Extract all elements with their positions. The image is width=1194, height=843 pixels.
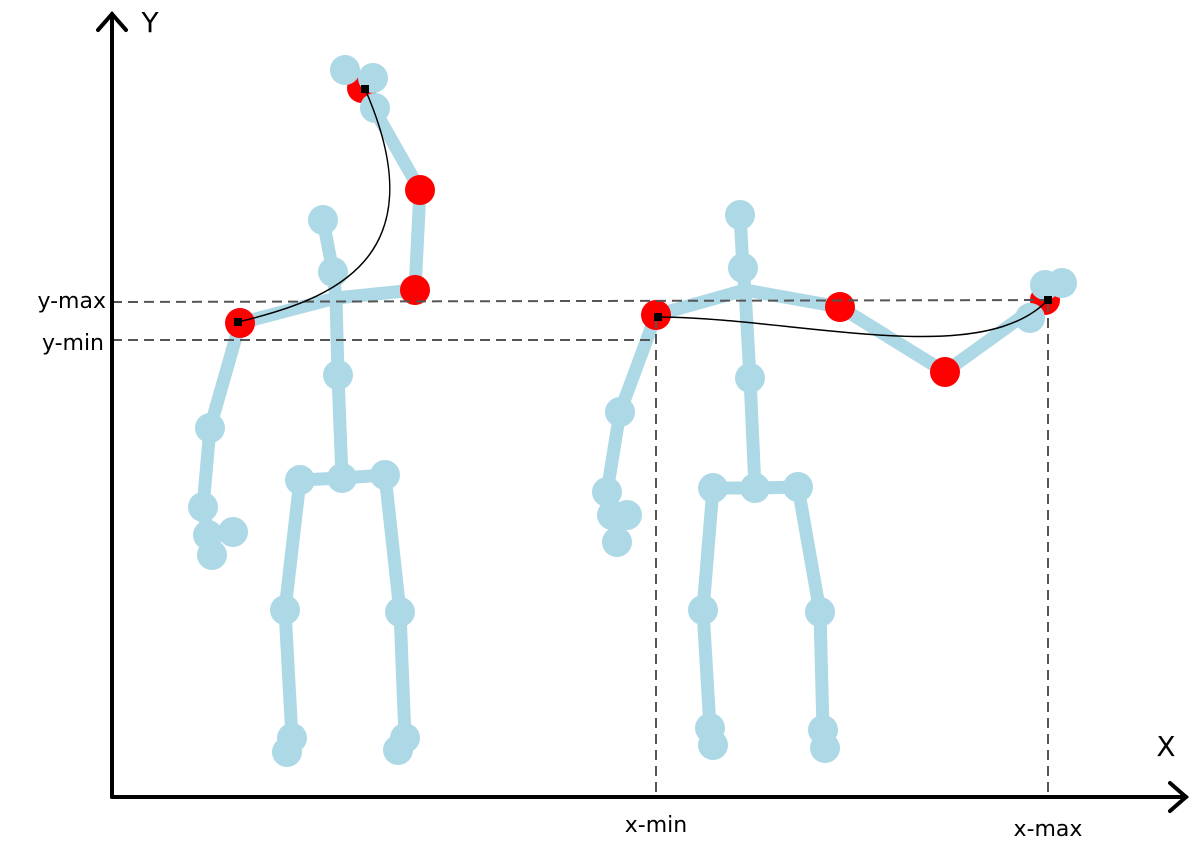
trajectory xyxy=(238,89,390,322)
skeletons xyxy=(188,55,1077,767)
joint xyxy=(383,735,413,765)
endpoint xyxy=(234,318,242,326)
endpoint xyxy=(361,85,369,93)
joint xyxy=(308,205,338,235)
joint xyxy=(318,257,348,287)
joint xyxy=(272,737,302,767)
joint xyxy=(605,397,635,427)
joint xyxy=(370,460,400,490)
joint xyxy=(327,463,357,493)
y-max-label: y-max xyxy=(37,289,106,314)
joint xyxy=(270,595,300,625)
joint xyxy=(725,200,755,230)
tracked-joint xyxy=(930,357,960,387)
joint xyxy=(612,500,642,530)
joint xyxy=(385,597,415,627)
y-max-line xyxy=(112,300,1048,302)
joint xyxy=(188,492,218,522)
endpoint xyxy=(1044,296,1052,304)
y-axis-label: Y xyxy=(140,6,159,39)
tracked-joint xyxy=(405,175,435,205)
joint xyxy=(195,413,225,443)
joint xyxy=(602,527,632,557)
joint xyxy=(1047,268,1077,298)
joint xyxy=(805,597,835,627)
joint xyxy=(740,473,770,503)
joint xyxy=(698,473,728,503)
joint xyxy=(735,363,765,393)
y-min-label: y-min xyxy=(42,331,104,356)
joint xyxy=(330,55,360,85)
joint xyxy=(783,472,813,502)
joint xyxy=(360,93,390,123)
endpoint xyxy=(654,313,662,321)
joint xyxy=(218,517,248,547)
bone xyxy=(240,290,415,323)
joint xyxy=(688,595,718,625)
x-axis-label: X xyxy=(1156,730,1175,763)
joint xyxy=(810,733,840,763)
page: Y X y-max y-min x-min x-max (() => { con… xyxy=(0,0,1194,843)
joint xyxy=(698,730,728,760)
joint xyxy=(197,540,227,570)
tracked-joint xyxy=(825,292,855,322)
joint xyxy=(285,465,315,495)
joint xyxy=(323,360,353,390)
x-min-label: x-min xyxy=(625,813,687,838)
joint xyxy=(728,253,758,283)
axes xyxy=(98,14,1186,811)
guides xyxy=(112,300,1048,797)
diagram: Y X y-max y-min x-min x-max xyxy=(0,0,1194,843)
x-max-label: x-max xyxy=(1014,817,1083,842)
